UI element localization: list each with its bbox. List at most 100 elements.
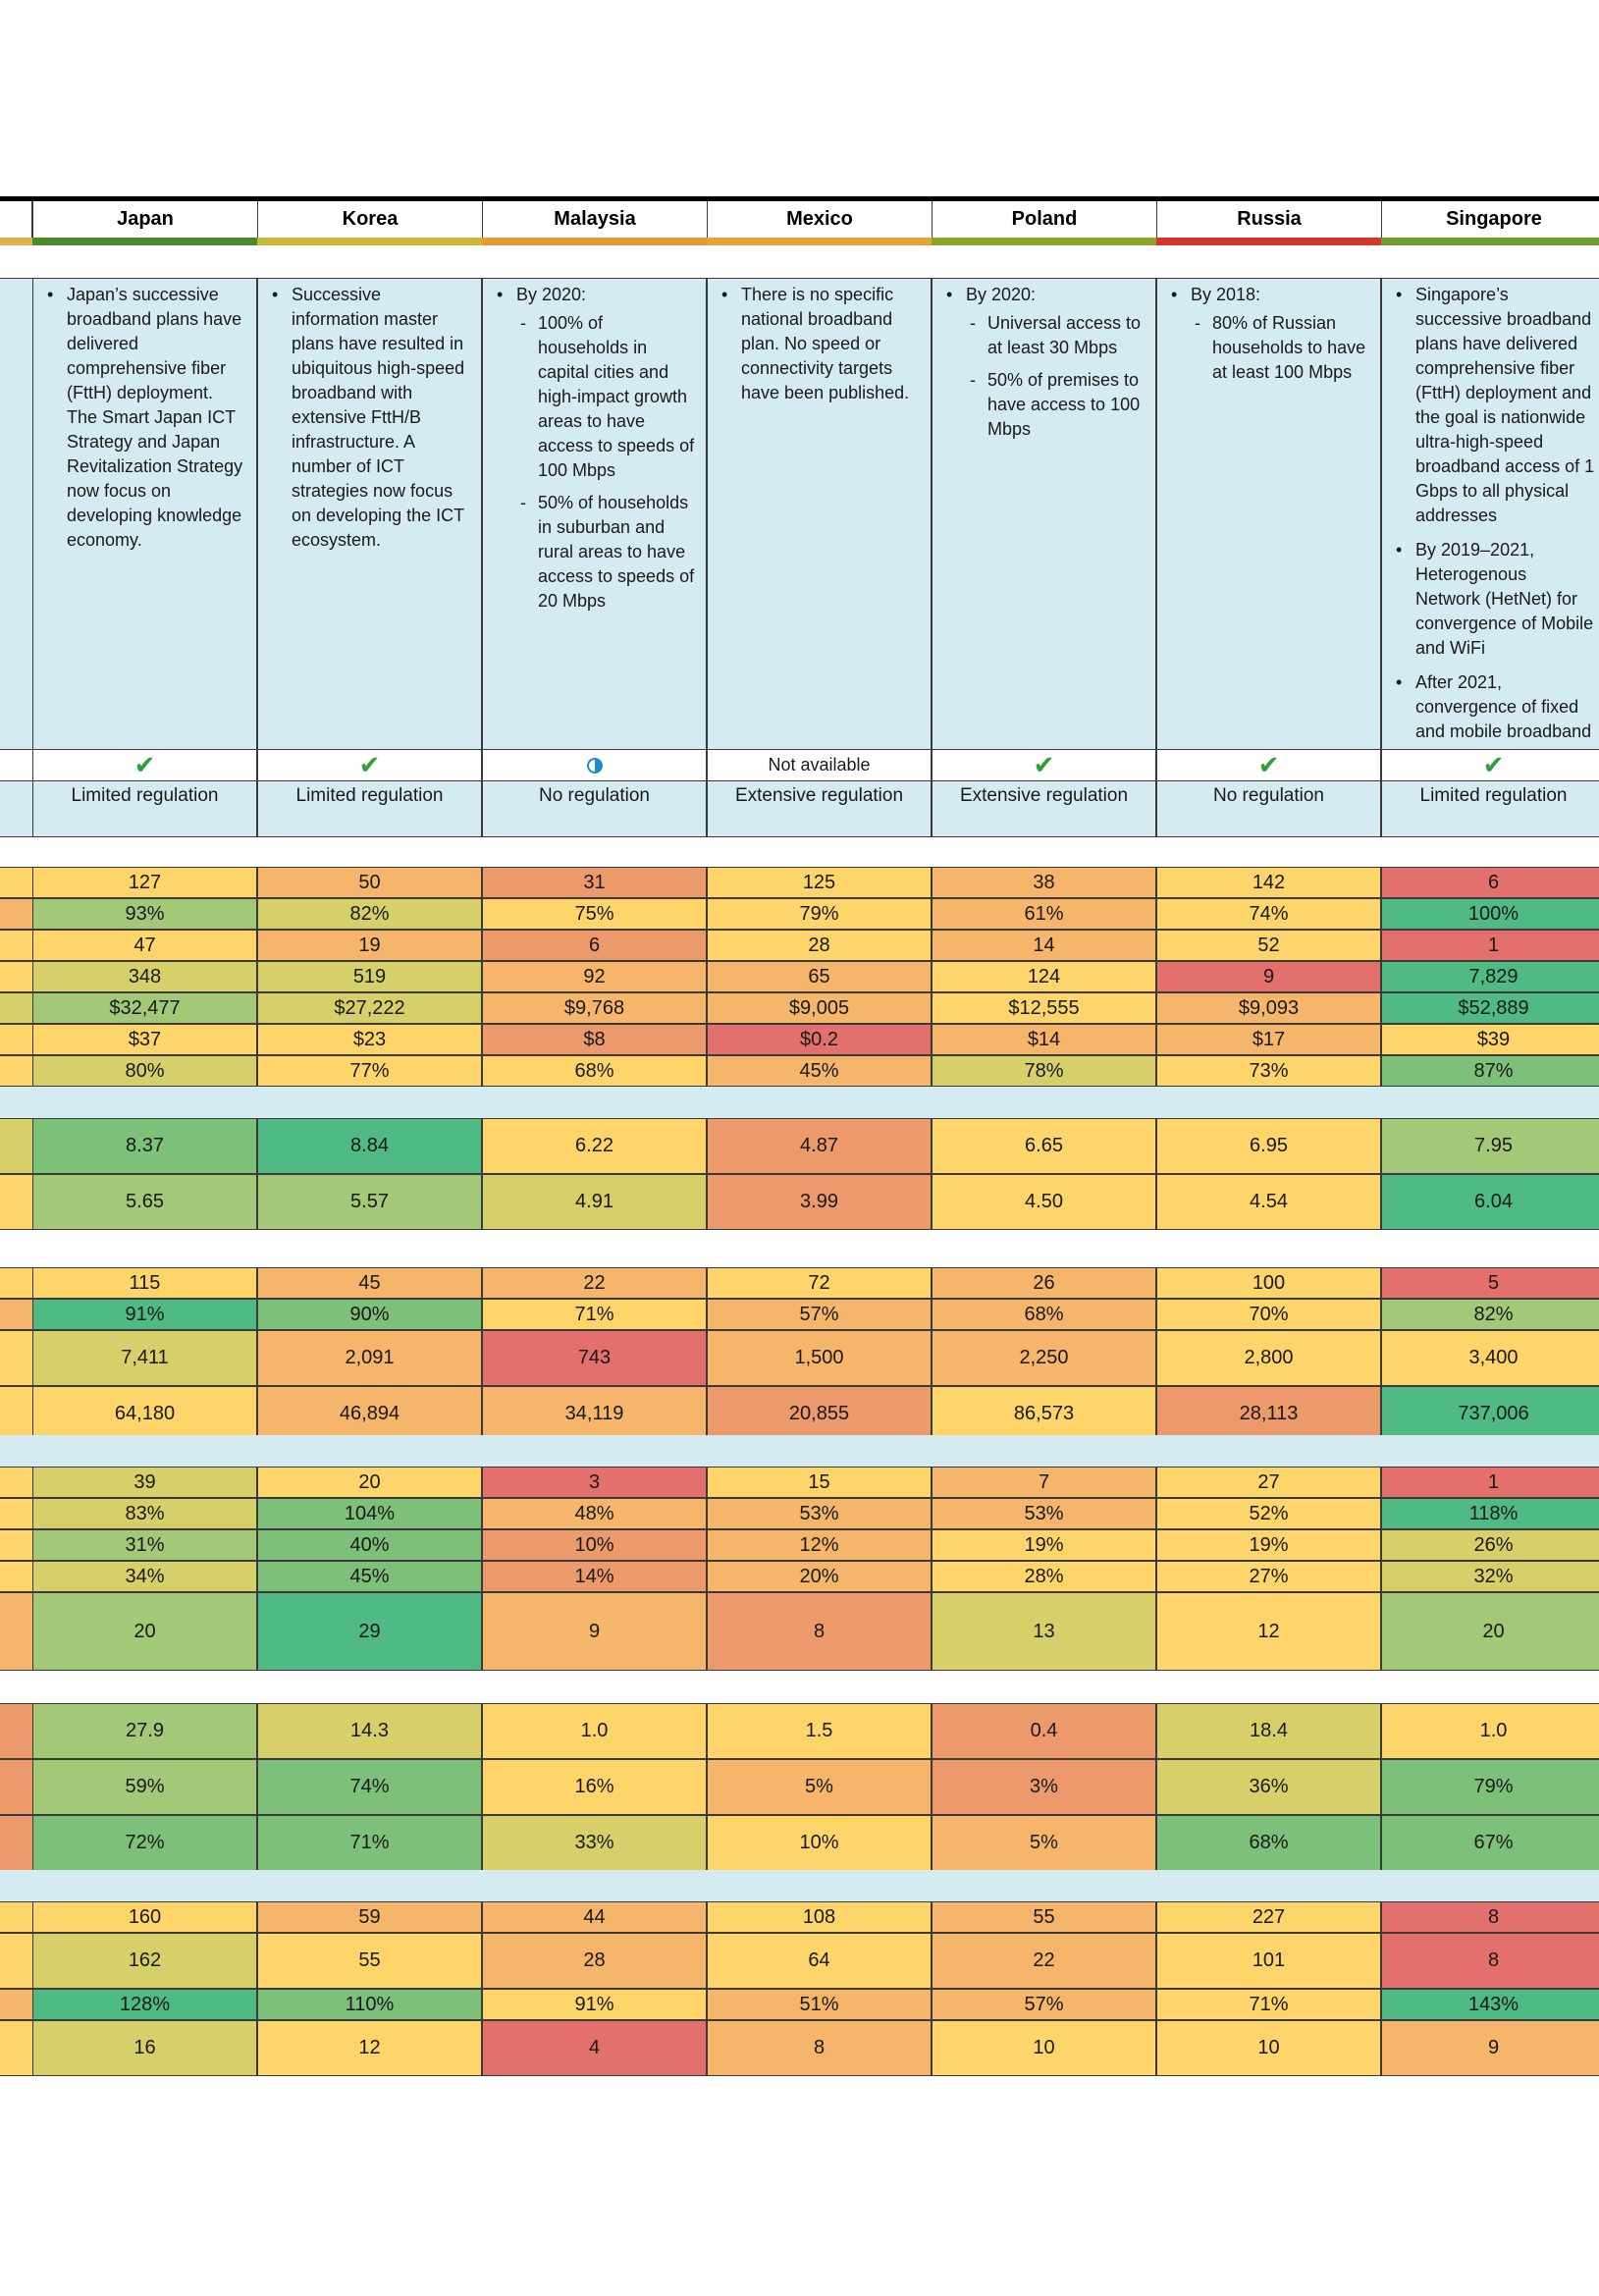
row-label-stub — [0, 1529, 32, 1561]
plan-sub-bullet: Universal access to at least 30 Mbps — [944, 311, 1146, 360]
plan-bullet-text: Japan’s successive broadband plans have … — [67, 285, 243, 550]
data-cell: 7,411 — [32, 1330, 257, 1386]
data-cell: 28 — [707, 930, 932, 961]
data-cell: 52 — [1156, 930, 1381, 961]
data-cell: 87% — [1381, 1055, 1599, 1087]
data-cell: 2,091 — [257, 1330, 482, 1386]
data-cell: 6 — [1381, 867, 1599, 898]
row-label-stub — [0, 1498, 32, 1529]
data-cell: 86,573 — [932, 1386, 1156, 1442]
data-cell: 20 — [32, 1592, 257, 1671]
data-cell: 3.99 — [707, 1174, 932, 1230]
data-cell: 100% — [1381, 898, 1599, 930]
data-cell: $8 — [482, 1024, 707, 1055]
header-bar-mexico — [707, 238, 932, 245]
data-cell: 1.0 — [482, 1703, 707, 1759]
data-cell: 74% — [257, 1759, 482, 1815]
header-bar-japan — [32, 238, 257, 245]
data-cell: 27.9 — [32, 1703, 257, 1759]
data-cell: 39 — [32, 1467, 257, 1498]
data-cell: 26 — [932, 1267, 1156, 1299]
plan-bullet: Japan’s successive broadband plans have … — [45, 283, 246, 553]
data-cell: 10 — [932, 2020, 1156, 2076]
data-cell: 45% — [707, 1055, 932, 1087]
row-label-stub — [0, 1024, 32, 1055]
data-cell: 29 — [257, 1592, 482, 1671]
data-cell: 59 — [257, 1901, 482, 1933]
row-label-stub — [0, 1933, 32, 1989]
data-cell: 53% — [932, 1498, 1156, 1529]
plan-bullet-text: By 2020: — [966, 285, 1037, 304]
data-cell: 128% — [32, 1989, 257, 2020]
regulation-cell-poland: Extensive regulation — [932, 781, 1156, 837]
status-cell-malaysia — [482, 750, 707, 781]
plan-cell-left — [0, 278, 32, 750]
data-cell: 14.3 — [257, 1703, 482, 1759]
data-cell: 80% — [32, 1055, 257, 1087]
data-cell: 53% — [707, 1498, 932, 1529]
data-cell: 12 — [1156, 1592, 1381, 1671]
data-cell: 64,180 — [32, 1386, 257, 1442]
data-cell: 55 — [257, 1933, 482, 1989]
data-cell: 10% — [482, 1529, 707, 1561]
data-cell: 34% — [32, 1561, 257, 1592]
data-cell: 93% — [32, 898, 257, 930]
data-cell: 8.37 — [32, 1118, 257, 1174]
data-cell: 227 — [1156, 1901, 1381, 1933]
country-header-singapore: Singapore — [1381, 201, 1599, 238]
data-cell: 5.65 — [32, 1174, 257, 1230]
data-cell: $9,005 — [707, 992, 932, 1024]
data-cell: 20,855 — [707, 1386, 932, 1442]
data-cell: 3 — [482, 1467, 707, 1498]
row-label-stub — [0, 1901, 32, 1933]
data-cell: 8 — [707, 2020, 932, 2076]
data-cell: 104% — [257, 1498, 482, 1529]
header-bar-russia — [1156, 238, 1381, 245]
data-cell: 348 — [32, 961, 257, 992]
row-label-stub — [0, 1386, 32, 1442]
country-header-russia: Russia — [1156, 201, 1381, 238]
data-cell: 79% — [1381, 1759, 1599, 1815]
data-cell: 5% — [707, 1759, 932, 1815]
data-cell: 82% — [257, 898, 482, 930]
row-label-stub — [0, 867, 32, 898]
data-cell: 47 — [32, 930, 257, 961]
data-cell: 124 — [932, 961, 1156, 992]
data-cell: 64 — [707, 1933, 932, 1989]
data-cell: $39 — [1381, 1024, 1599, 1055]
row-label-stub — [0, 930, 32, 961]
data-cell: $32,477 — [32, 992, 257, 1024]
data-cell: $14 — [932, 1024, 1156, 1055]
data-cell: 70% — [1156, 1299, 1381, 1330]
plan-cell-malaysia: By 2020: 100% of households in capital ci… — [482, 278, 707, 750]
header-bar-korea — [257, 238, 482, 245]
data-cell: 92 — [482, 961, 707, 992]
data-cell: 45 — [257, 1267, 482, 1299]
data-cell: 14% — [482, 1561, 707, 1592]
data-cell: 6 — [482, 930, 707, 961]
data-cell: 28,113 — [1156, 1386, 1381, 1442]
plan-bullet: By 2020: 100% of households in capital ci… — [495, 283, 696, 614]
regulation-cell-singapore: Limited regulation — [1381, 781, 1599, 837]
data-cell: $23 — [257, 1024, 482, 1055]
data-cell: 16% — [482, 1759, 707, 1815]
data-cell: 8 — [707, 1592, 932, 1671]
plan-sub-bullet: 80% of Russian households to have at lea… — [1169, 311, 1370, 385]
data-cell: 0.4 — [932, 1703, 1156, 1759]
group-separator — [0, 1435, 1599, 1467]
data-cell: 2,800 — [1156, 1330, 1381, 1386]
country-header-mexico: Mexico — [707, 201, 932, 238]
data-cell: 3,400 — [1381, 1330, 1599, 1386]
row-label-stub — [0, 1267, 32, 1299]
row-label-stub — [0, 1561, 32, 1592]
data-cell: 38 — [932, 867, 1156, 898]
country-header-japan: Japan — [32, 201, 257, 238]
plan-bullet-text: After 2021, convergence of fixed and mob… — [1415, 672, 1592, 741]
data-cell: 7.95 — [1381, 1118, 1599, 1174]
data-cell: 59% — [32, 1759, 257, 1815]
data-cell: 110% — [257, 1989, 482, 2020]
data-cell: 26% — [1381, 1529, 1599, 1561]
plan-cell-singapore: Singapore’s successive broadband plans h… — [1381, 278, 1599, 750]
data-cell: $17 — [1156, 1024, 1381, 1055]
row-label-stub — [0, 1467, 32, 1498]
